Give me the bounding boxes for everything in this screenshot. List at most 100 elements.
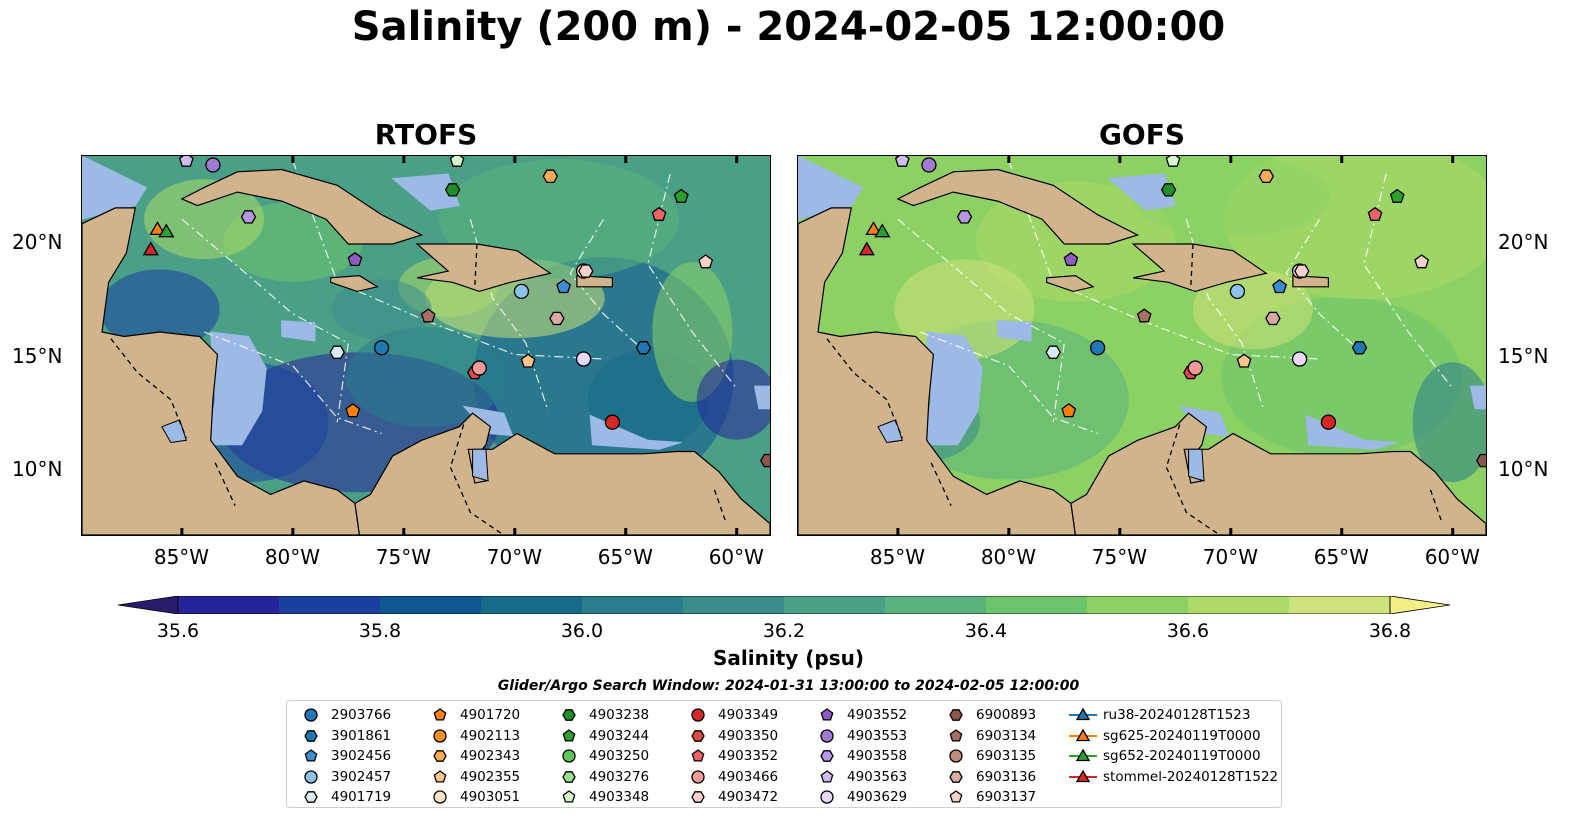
legend-item-label: 6903137 <box>976 789 1037 805</box>
eez-boundary-line <box>1285 218 1365 355</box>
shallow-shelf-mask <box>923 331 983 446</box>
country-border <box>474 243 478 287</box>
float-4903348-marker <box>1165 156 1181 167</box>
float-4901720-marker <box>1061 403 1077 418</box>
float-2903766-marker <box>373 340 390 356</box>
legend-title: Glider/Argo Search Window: 2024-01-31 13… <box>497 678 1080 694</box>
country-border <box>214 462 236 506</box>
lon-tick-rtofs-70°W: 70°W <box>486 545 542 569</box>
legend-item-label: sg625-20240119T0000 <box>1103 727 1261 744</box>
salinity-field-patch <box>1412 362 1486 483</box>
legend-item-label: sg652-20240119T0000 <box>1103 748 1261 764</box>
legend-pentagon-marker <box>949 728 963 742</box>
glider-stommel-marker <box>858 241 875 256</box>
legend-hexagon-marker <box>562 709 576 721</box>
legend-pentagon-marker <box>949 790 963 803</box>
float-4903558-marker <box>240 210 257 224</box>
legend-circle-marker <box>433 790 447 804</box>
float-4901720-marker <box>345 403 361 418</box>
land-cuba <box>180 168 424 245</box>
float-3902457-marker <box>513 283 530 300</box>
lon-tick-gofs-80°W: 80°W <box>980 545 1037 569</box>
legend-item-label: 4902343 <box>460 748 521 764</box>
legend-hexagon-marker <box>691 729 705 742</box>
float-4903349-marker <box>604 414 621 430</box>
legend-item-label: 4903553 <box>847 727 908 744</box>
float-4902355-marker <box>520 353 536 368</box>
colorbar-extend-low <box>117 595 179 615</box>
legend-triangle-marker <box>1075 728 1091 741</box>
legend-item-label: 4903051 <box>460 789 521 805</box>
salinity-field-patch <box>1130 156 1331 237</box>
salinity-field-patch <box>696 359 770 440</box>
colorbar-tick-label: 36.2 <box>762 620 806 642</box>
colorbar-tick-label: 35.8 <box>358 620 402 642</box>
legend-item-label: 4903629 <box>847 789 908 805</box>
eez-boundary-line <box>569 218 649 355</box>
glider-sg625-marker <box>149 221 166 236</box>
legend-item-label: 4903352 <box>718 748 779 764</box>
salinity-field-patch <box>331 279 432 340</box>
legend-triangle-marker <box>1075 769 1091 782</box>
shallow-shelf-mask <box>391 173 460 211</box>
colorbar-label: Salinity (psu) <box>712 646 864 670</box>
legend-item-label: 3901861 <box>331 727 392 744</box>
country-border <box>1190 243 1194 287</box>
glider-stommel-marker <box>142 241 159 256</box>
land-centralamerica <box>798 207 1077 535</box>
legend: 2903766 3901861 3902456 3902457 4901719 49017… <box>286 700 1282 808</box>
lat-tick-left-10n: 10°N <box>12 457 63 481</box>
colorbar-tick-label: 36.0 <box>560 620 604 642</box>
colorbar-segment <box>1087 596 1189 614</box>
legend-item-label: 4902355 <box>460 768 521 785</box>
colorbar-segment <box>683 596 785 614</box>
lon-tick-rtofs-85°W: 85°W <box>153 545 210 569</box>
shallow-shelf-mask <box>207 331 267 446</box>
figure-title: Salinity (200 m) - 2024-02-05 12:00:00 <box>351 4 1226 50</box>
legend-item-label: 6903134 <box>976 727 1037 744</box>
float-4902343-marker <box>542 169 559 184</box>
legend-item-label: 6900893 <box>976 707 1037 723</box>
colorbar-segment <box>986 596 1088 614</box>
gofs-salinity-map <box>797 155 1487 536</box>
glider-sg652-marker <box>874 223 891 238</box>
legend-pentagon-marker <box>820 769 834 783</box>
colorbar-segment <box>885 596 987 614</box>
colorbar-segment <box>582 596 684 614</box>
lake <box>1188 448 1205 482</box>
land-hispaniola <box>1131 243 1268 293</box>
land-southamerica <box>354 412 770 535</box>
legend-item-label: 2903766 <box>331 707 392 723</box>
legend-pentagon-marker <box>304 749 318 762</box>
legend-circle-marker <box>820 790 834 804</box>
float-3901861-marker <box>1351 341 1368 355</box>
lake <box>161 419 187 444</box>
legend-item-label: 6903135 <box>976 748 1037 764</box>
legend-hexagon-marker <box>949 709 963 721</box>
shallow-shelf-mask <box>1469 385 1486 410</box>
land-puertorico <box>1292 274 1330 288</box>
glider-sg625-marker <box>865 221 882 236</box>
float-4903563-marker <box>894 156 910 167</box>
salinity-field-patch <box>144 179 265 260</box>
lon-tick-gofs-85°W: 85°W <box>869 545 926 569</box>
legend-item-label: 4903558 <box>847 748 908 764</box>
lon-tick-rtofs-75°W: 75°W <box>375 545 432 569</box>
legend-item-label: 6903136 <box>976 768 1037 785</box>
float-3902457-marker <box>1229 283 1246 300</box>
glider-sg652-marker <box>158 223 175 238</box>
float-4903553-marker <box>921 157 937 173</box>
legend-item-label: 4903250 <box>589 748 650 764</box>
legend-circle-marker <box>304 708 318 722</box>
country-border <box>930 462 952 506</box>
eez-boundary-line <box>897 218 1065 423</box>
float-4903244-marker <box>673 188 689 203</box>
legend-pentagon-marker <box>820 708 834 721</box>
legend-hexagon-marker <box>433 750 447 762</box>
float-4902343-marker <box>1258 169 1275 184</box>
shallow-shelf-mask <box>589 414 682 450</box>
lat-tick-right-20n: 20°N <box>1498 230 1549 254</box>
shallow-shelf-mask <box>997 320 1032 342</box>
lake <box>877 419 903 444</box>
legend-circle-marker <box>691 769 705 784</box>
